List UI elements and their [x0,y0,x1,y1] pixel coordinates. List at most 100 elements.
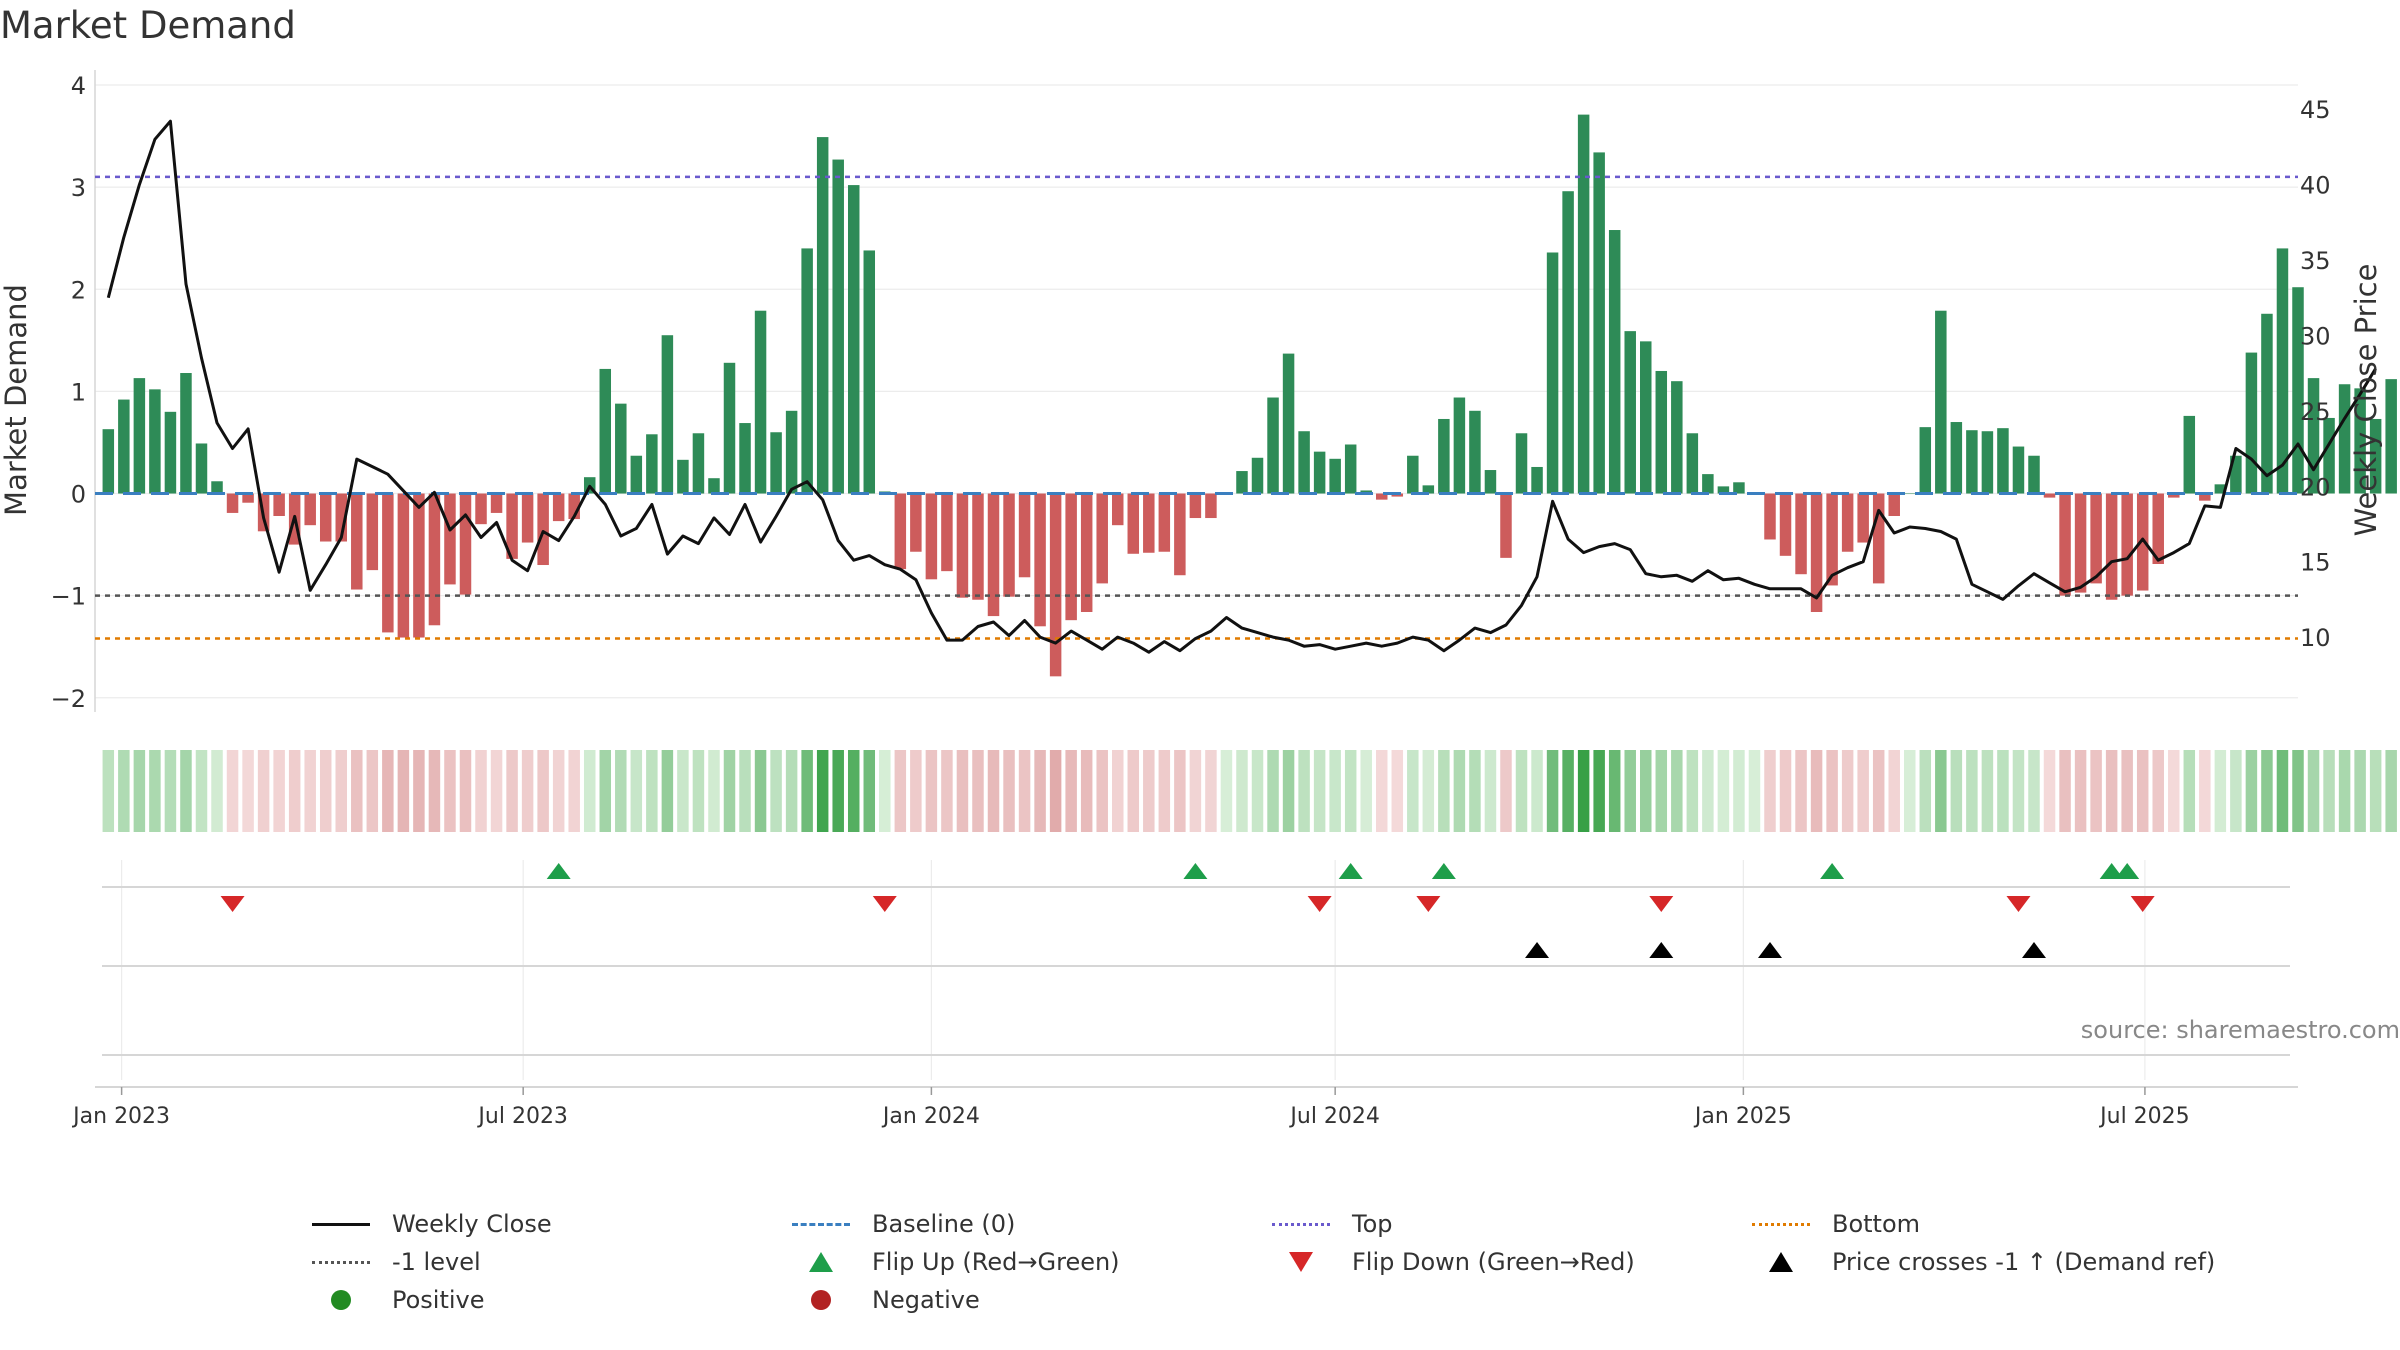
demand-bar-positive [118,399,130,494]
legend-item-baseline: Baseline (0) [790,1205,1015,1243]
heat-cell [1826,750,1838,832]
demand-bar-positive [615,403,627,494]
demand-bar-negative [568,493,580,520]
demand-bar-negative [1049,493,1062,677]
heat-cell [1174,750,1186,832]
heat-cell [1111,750,1124,832]
demand-bar-positive [1453,397,1466,494]
heat-cell [2385,750,2397,832]
y2-tick-label: 40 [2300,172,2331,200]
heat-cell [739,750,751,832]
weekly-close-series [106,119,2377,654]
demand-bar-positive [785,410,798,494]
demand-bar-positive [1997,428,2009,494]
demand-bar-negative [1080,493,1093,612]
flip-down-marker [872,896,897,912]
heat-cell [1764,750,1776,832]
y-tick-label: 1 [71,378,86,406]
heat-cell [1748,750,1761,832]
flip-up-marker [1338,863,1363,879]
demand-bar-negative [242,493,254,503]
heat-cell [677,750,689,832]
heat-cell [1080,750,1093,832]
heat-cell [2152,750,2164,832]
demand-bar-positive [1282,353,1295,494]
heat-cell [1469,750,1481,832]
heat-cell [2307,750,2320,832]
heat-cell [1624,750,1636,832]
demand-bar-negative [925,493,938,580]
price-cross-marker [1649,942,1674,958]
heat-cell [242,750,254,832]
heat-cell [1919,750,1932,832]
flip-down-marker [220,896,245,912]
heat-cell [1267,750,1279,832]
demand-bar-positive [847,185,860,494]
demand-bar-negative [987,493,1000,617]
heat-cell [692,750,705,832]
demand-bar-positive [1593,152,1605,494]
y2-tick-label: 35 [2300,247,2331,275]
demand-bar-negative [1096,493,1108,584]
demand-bar-negative [1034,493,1046,627]
demand-bar-positive [102,429,115,494]
demand-bar-positive [1950,422,1963,494]
demand-bar-positive [1515,433,1528,494]
flip-down-marker [1307,896,1332,912]
demand-bar-negative [2105,493,2118,600]
demand-bar-positive [832,159,844,494]
y2-tick-label: 15 [2300,549,2331,577]
x-tick-label: Jan 2023 [71,1104,170,1129]
heat-cell [770,750,782,832]
heat-cell [351,750,363,832]
heat-cell [615,750,627,832]
demand-bar-positive [1935,310,1947,494]
heat-cell [2105,750,2118,832]
demand-bar-positive [1577,114,1590,494]
demand-bar-positive [2261,313,2273,494]
heat-cell [180,750,192,832]
legend-label: Price crosses -1 ↑ (Demand ref) [1832,1248,2216,1276]
heat-cell [1546,750,1559,832]
demand-bar-negative [1795,493,1807,575]
legend-label: Negative [872,1286,980,1314]
heat-cell [1422,750,1435,832]
heat-cell [956,750,969,832]
heat-cell [1515,750,1528,832]
heat-cell [1857,750,1869,832]
heat-cell [708,750,720,832]
y-axis-label: Market Demand [0,284,33,516]
demand-bar-positive [2276,248,2289,494]
demand-bar-positive [133,378,146,494]
heat-cell [1872,750,1885,832]
heat-cell [1577,750,1590,832]
heat-cell [304,750,316,832]
heat-cell [925,750,938,832]
heat-cell [1344,750,1357,832]
demand-bar-negative [521,493,534,543]
demand-bar-negative [273,493,285,516]
heat-cell [2369,750,2382,832]
heat-cell [118,750,130,832]
heat-cell [2183,750,2196,832]
heat-cell [1810,750,1823,832]
demand-bar-positive [661,335,674,494]
heat-cell [1376,750,1388,832]
x-tick-label: Jul 2025 [2098,1104,2190,1129]
demand-bar-positive [2338,384,2351,494]
demand-bar-positive [1608,230,1621,494]
demand-bar-positive [1469,410,1481,494]
demand-bar-positive [1531,466,1543,494]
heat-cell [1640,750,1652,832]
demand-bar-positive [692,433,705,494]
demand-heat-strip [102,750,2397,832]
heat-cell [2354,750,2366,832]
heat-cell [1391,750,1404,832]
demand-bar-negative [552,493,565,522]
demand-bar-positive [1438,418,1450,494]
heat-cell [863,750,876,832]
demand-bar-positive [1236,471,1248,494]
tick-labels: −2 −1 0 1 2 3 4 10 15 20 25 30 35 40 45 Jan 2023 Jul 202… [51,72,2331,1129]
demand-bar-positive [816,137,829,494]
legend-item-price-cross: Price crosses -1 ↑ (Demand ref) [1750,1243,2215,1281]
